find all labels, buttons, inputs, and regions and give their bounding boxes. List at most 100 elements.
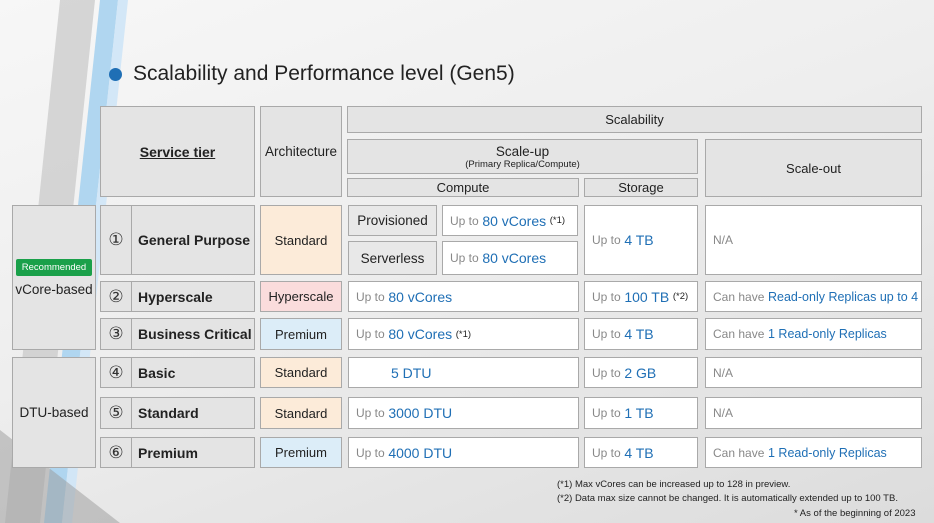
storage-business-critical: Up to 4 TB — [584, 318, 698, 350]
storage-standard: Up to 1 TB — [584, 397, 698, 429]
header-storage: Storage — [584, 178, 698, 197]
row-number: ② — [108, 286, 124, 306]
header-scalability-label: Scalability — [605, 112, 664, 127]
row-number: ③ — [108, 324, 124, 343]
scaleout-basic: N/A — [705, 357, 922, 388]
arch-label: Premium — [274, 445, 327, 460]
group-dtu-label: DTU-based — [19, 405, 89, 420]
tier-name: Basic — [131, 358, 175, 387]
storage-hyperscale: Up to 100 TB (*2) — [584, 281, 698, 312]
storage-basic: Up to 2 GB — [584, 357, 698, 388]
tier-name: General Purpose — [131, 206, 250, 274]
prefix: Up to — [450, 251, 479, 265]
prefix: Can have — [713, 327, 765, 341]
group-vcore-based: Recommended vCore-based — [12, 205, 96, 350]
arch-label: Premium — [274, 326, 327, 342]
serverless-text: Serverless — [360, 250, 425, 266]
tier-name: Standard — [131, 398, 199, 428]
arch-standard: Standard — [260, 205, 342, 275]
na-text: N/A — [713, 233, 734, 247]
arch-label: Standard — [274, 405, 328, 421]
footnote-1: (*1) Max vCores can be increased up to 1… — [557, 479, 791, 490]
group-vcore-label: vCore-based — [15, 281, 93, 297]
compute-hyperscale: Up to 80 vCores — [348, 281, 579, 312]
recommended-badge: Recommended — [15, 258, 93, 276]
header-scalability: Scalability — [347, 106, 922, 133]
tier-general-purpose: ① General Purpose — [100, 205, 255, 275]
value: 3000 DTU — [388, 405, 453, 421]
prefix: Up to — [356, 327, 385, 341]
row-number: ① — [108, 230, 124, 249]
prefix: Up to — [356, 445, 385, 460]
value: 80 vCores — [482, 212, 547, 229]
tier-standard: ⑤ Standard — [100, 397, 255, 429]
storage-premium: Up to 4 TB — [584, 437, 698, 468]
tier-name: Premium — [131, 438, 198, 467]
scaleout-hyperscale: Can have Read-only Replicas up to 4 — [705, 281, 922, 312]
prefix: Up to — [592, 406, 621, 420]
prefix: Up to — [592, 289, 621, 304]
provisioned-text: Provisioned — [357, 213, 428, 228]
prefix: Up to — [592, 233, 621, 247]
arch-premium: Premium — [260, 318, 342, 350]
arch-label: Standard — [274, 232, 328, 248]
prefix: Up to — [592, 445, 621, 460]
header-scale-out: Scale-out — [705, 139, 922, 197]
header-scale-up: Scale-up (Primary Replica/Compute) — [347, 139, 698, 174]
note: (*1) — [455, 328, 472, 340]
scaleout-standard: N/A — [705, 397, 922, 429]
value: Read-only Replicas up to 4 — [768, 289, 919, 304]
prefix: Up to — [356, 289, 385, 304]
footnote-2: (*2) Data max size cannot be changed. It… — [557, 493, 898, 504]
tier-name: Business Critical — [131, 319, 252, 349]
header-compute-label: Compute — [436, 180, 490, 195]
scaleout-premium: Can have 1 Read-only Replicas — [705, 437, 922, 468]
value: 4 TB — [624, 232, 654, 248]
value: 4000 DTU — [388, 444, 453, 461]
value: 1 Read-only Replicas — [768, 445, 887, 460]
header-service-tier-label: Service tier — [139, 143, 216, 160]
provisioned-compute: Up to 80 vCores (*1) — [442, 205, 578, 236]
compute-basic: 5 DTU — [348, 357, 579, 388]
row-number: ④ — [108, 362, 124, 382]
arch-label: Hyperscale — [268, 289, 334, 304]
note: (*1) — [549, 215, 566, 226]
serverless-compute: Up to 80 vCores — [442, 241, 578, 275]
prefix: Can have — [713, 445, 765, 460]
value: 80 vCores — [482, 250, 547, 266]
value: 4 TB — [624, 326, 654, 342]
header-scale-up-sub: (Primary Replica/Compute) — [465, 158, 580, 170]
na-text: N/A — [713, 365, 734, 380]
prefix: Up to — [356, 406, 385, 420]
tier-business-critical: ③ Business Critical — [100, 318, 255, 350]
row-number: ⑤ — [108, 403, 124, 422]
serverless-label: Serverless — [348, 241, 437, 275]
header-compute: Compute — [347, 178, 579, 197]
prefix: Can have — [713, 289, 765, 304]
prefix: Up to — [592, 365, 621, 380]
header-storage-label: Storage — [618, 180, 664, 195]
compute-premium: Up to 4000 DTU — [348, 437, 579, 468]
value: 80 vCores — [388, 326, 453, 342]
group-dtu-based: DTU-based — [12, 357, 96, 468]
compute-standard: Up to 3000 DTU — [348, 397, 579, 429]
header-architecture-label: Architecture — [264, 144, 338, 159]
value: 2 GB — [624, 364, 657, 381]
note: (*2) — [672, 291, 689, 302]
header-scale-up-label: Scale-up — [495, 143, 550, 159]
prefix: Up to — [592, 327, 621, 341]
tier-name: Hyperscale — [131, 282, 213, 311]
as-of-note: * As of the beginning of 2023 — [794, 508, 916, 519]
value: 1 TB — [624, 405, 654, 421]
na-text: N/A — [713, 406, 734, 420]
arch-standard: Standard — [260, 357, 342, 388]
scaleout-business-critical: Can have 1 Read-only Replicas — [705, 318, 922, 350]
prefix: Up to — [450, 213, 479, 228]
value: 80 vCores — [388, 288, 453, 305]
arch-premium: Premium — [260, 437, 342, 468]
tier-premium: ⑥ Premium — [100, 437, 255, 468]
row-number: ⑥ — [108, 442, 124, 462]
arch-label: Standard — [274, 365, 328, 380]
tier-hyperscale: ② Hyperscale — [100, 281, 255, 312]
value: 100 TB — [624, 288, 670, 305]
